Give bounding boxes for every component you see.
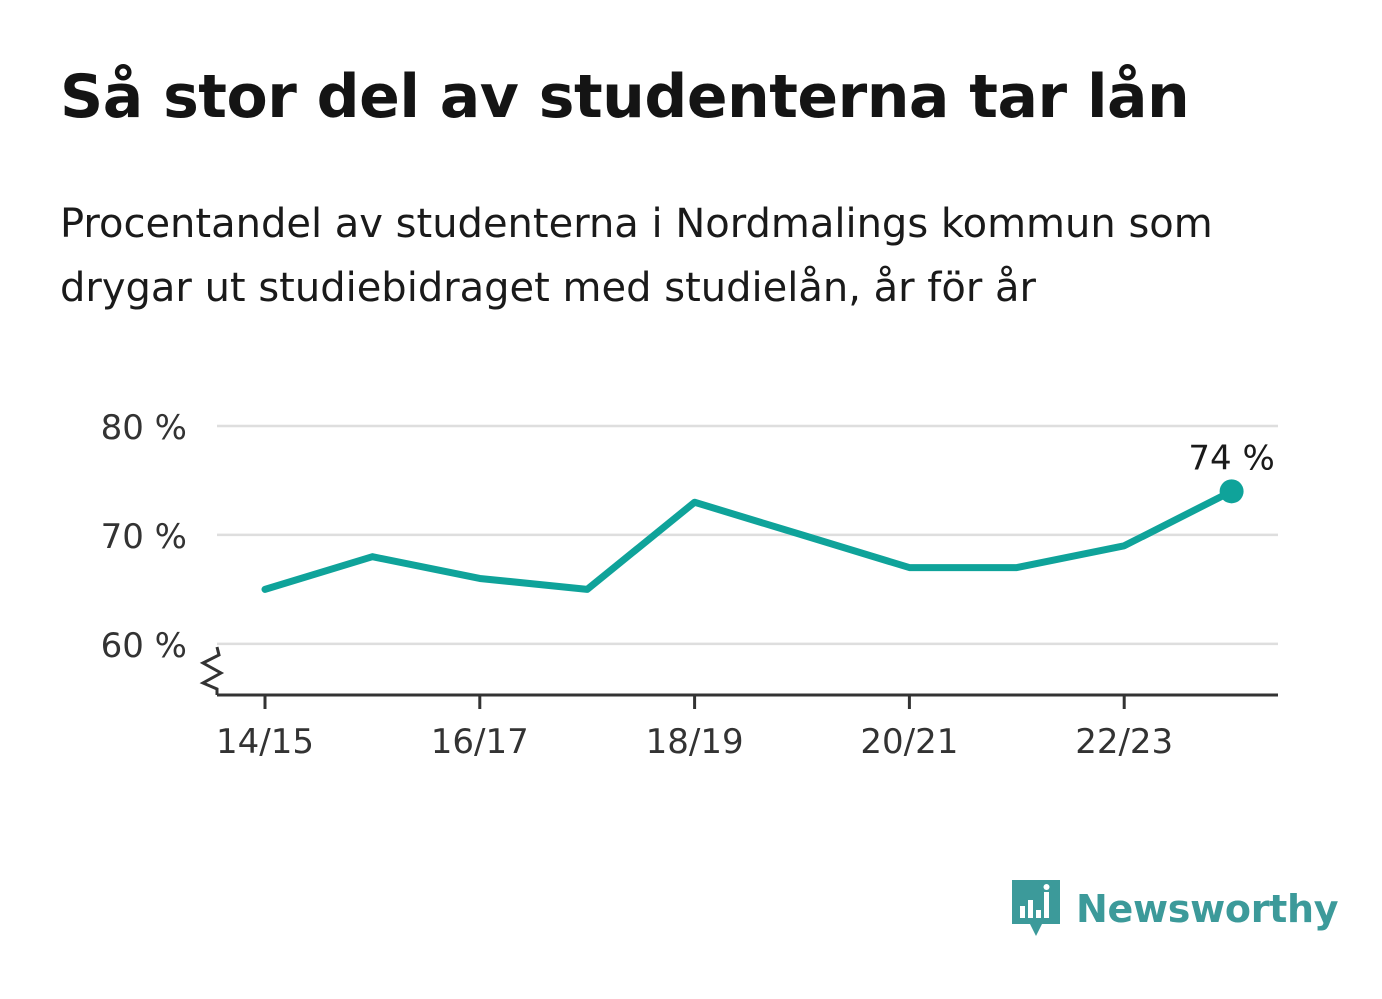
x-tick-label: 16/17	[431, 722, 529, 762]
y-tick-label: 80 %	[101, 408, 187, 448]
last-value-label: 74 %	[1188, 438, 1274, 478]
x-tick-label: 22/23	[1075, 722, 1173, 762]
x-tick-label: 14/15	[216, 722, 314, 762]
y-tick-label: 60 %	[101, 626, 187, 666]
x-tick-label: 20/21	[860, 722, 958, 762]
last-value-point	[1219, 479, 1244, 504]
axis-break-icon	[199, 646, 225, 695]
x-tick-label: 18/19	[646, 722, 744, 762]
newsworthy-logo-icon	[1012, 880, 1060, 936]
y-tick-label: 70 %	[101, 517, 187, 557]
brand-name: Newsworthy	[1076, 887, 1339, 931]
chart-title: Så stor del av studenterna tar lån	[60, 62, 1190, 132]
chart-subtitle: Procentandel av studenterna i Nordmaling…	[60, 201, 1213, 311]
series-line	[261, 487, 1236, 593]
brand-logo: Newsworthy	[1010, 878, 1339, 940]
